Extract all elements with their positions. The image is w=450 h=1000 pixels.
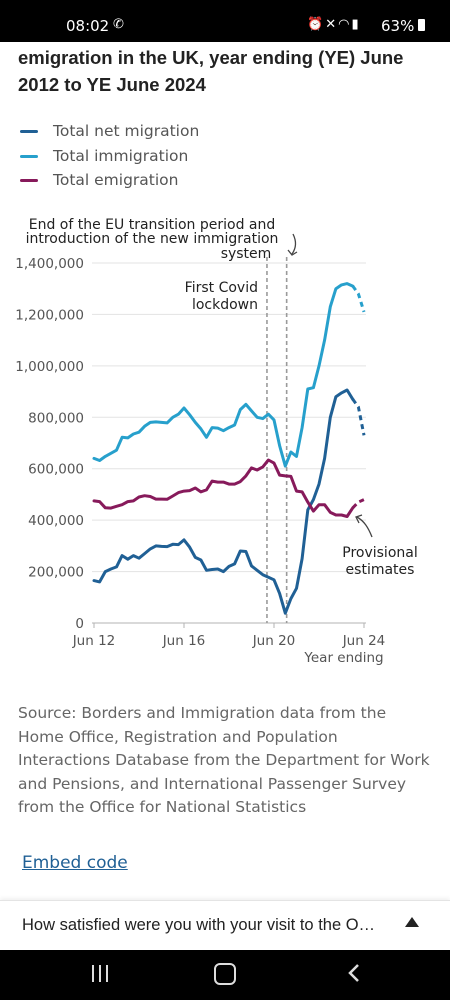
signal-icon: ▮ — [351, 17, 361, 32]
whatsapp-icon: ✆ — [113, 17, 124, 32]
wifi-icon: ◠ — [338, 17, 352, 32]
x-tick-label: Jun 16 — [162, 633, 206, 649]
legend-label: Total net migration — [53, 122, 200, 140]
series-line-emigration — [92, 458, 355, 518]
reference-lines — [266, 257, 288, 623]
series-provisional-line-immigration — [351, 285, 366, 313]
x-axis-title: Year ending — [303, 650, 383, 666]
status-bar: 08:02 ✆ ⏰✕◠▮ 63% — [0, 0, 450, 42]
status-icons: ⏰✕◠▮ — [307, 17, 361, 32]
recent-apps-button[interactable] — [91, 965, 109, 983]
y-tick-label: 800,000 — [28, 410, 84, 426]
legend-label: Total immigration — [53, 146, 189, 165]
source-note: Source: Borders and Immigration data fro… — [18, 704, 430, 816]
legend-swatch-emigration — [20, 179, 38, 182]
x-tick-label: Jun 20 — [252, 633, 296, 649]
chart-title: emigration in the UK, year ending (YE) J… — [18, 47, 404, 95]
legend-label: Total emigration — [53, 171, 179, 189]
y-tick-label: 200,000 — [28, 565, 84, 581]
y-tick-label: 600,000 — [28, 462, 84, 478]
embed-code-link[interactable]: Embed code — [22, 853, 128, 873]
eu-transition-annotation-line-2: introduction of the new immigration — [26, 231, 279, 247]
x-tick-label: Jun 24 — [342, 633, 386, 649]
battery-icon — [418, 19, 425, 31]
covid-annotation-line-2: lockdown — [192, 297, 258, 313]
y-tick-label: 0 — [75, 616, 84, 632]
x-tick-label: Jun 12 — [72, 633, 116, 649]
eu-transition-annotation-line-1: End of the EU transition period and — [29, 217, 276, 233]
provisional-annotation-line-2: estimates — [346, 562, 415, 578]
y-tick-label: 400,000 — [28, 513, 84, 529]
chart-annotations: End of the EU transition period and intr… — [26, 217, 418, 666]
status-time: 08:02 — [66, 17, 110, 35]
series-provisional-line-emigration — [351, 498, 365, 509]
y-axis: 0 200,000 400,000 600,000 800,000 1,000,000 1,… — [15, 256, 84, 632]
covid-annotation-line-1: First Covid — [185, 280, 258, 296]
provisional-arrowhead — [355, 514, 363, 524]
alarm-icon: ⏰ — [307, 17, 326, 32]
legend-swatch-immigration — [20, 154, 38, 158]
provisional-annotation-line-1: Provisional — [342, 545, 417, 561]
series-line-immigration — [92, 282, 355, 468]
series-provisional-line-net-migration — [351, 398, 366, 436]
y-tick-label: 1,000,000 — [15, 359, 84, 375]
eu-transition-arrowhead — [287, 249, 298, 256]
eu-transition-annotation-line-3: system — [221, 246, 272, 262]
home-button[interactable] — [214, 963, 236, 985]
x-axis: Jun 12 Jun 16 Jun 20 Jun 24 — [72, 623, 386, 649]
chevron-up-icon[interactable] — [405, 917, 419, 927]
back-button[interactable] — [344, 962, 366, 984]
provisional-pointer — [356, 516, 373, 538]
battery-level: 63% — [381, 17, 415, 35]
chart-grid — [92, 262, 366, 624]
y-tick-label: 1,400,000 — [15, 256, 84, 272]
y-tick-label: 1,200,000 — [15, 307, 84, 323]
eu-transition-pointer — [291, 233, 297, 255]
chart-series — [92, 282, 366, 615]
back-icon — [348, 964, 359, 982]
migration-line-chart: 0 200,000 400,000 600,000 800,000 1,000,000 1,… — [15, 217, 418, 666]
mute-icon: ✕ — [325, 17, 339, 32]
survey-banner[interactable]: How satisfied were you with your visit t… — [0, 900, 450, 951]
legend-swatch-net-migration — [20, 130, 38, 133]
survey-question: How satisfied were you with your visit t… — [22, 916, 376, 934]
navigation-bar — [0, 950, 450, 1000]
